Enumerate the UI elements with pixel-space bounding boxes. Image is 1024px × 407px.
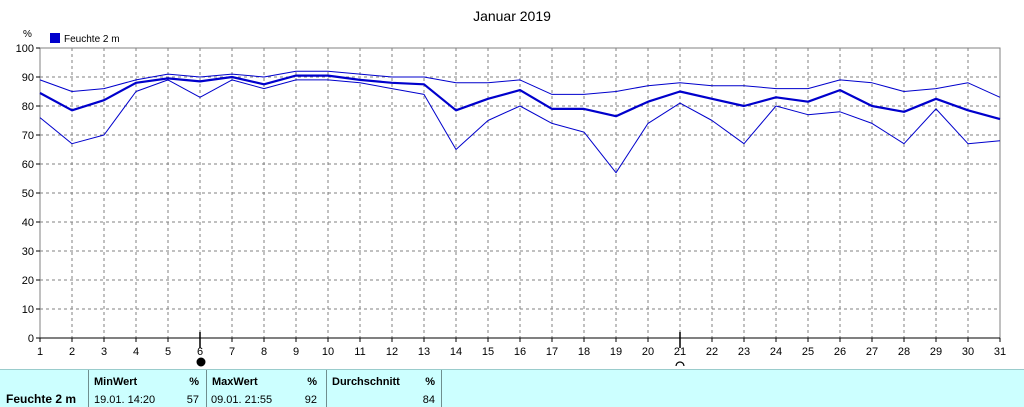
- stats-avg-column: Durchschnitt % 84: [326, 370, 441, 407]
- series-group: [39, 70, 1001, 174]
- moon-markers: [196, 332, 685, 367]
- x-tick-label: 8: [261, 346, 267, 358]
- x-tick-label: 5: [165, 346, 171, 358]
- chart-title: Januar 2019: [473, 8, 551, 24]
- x-tick-label: 28: [898, 346, 910, 358]
- y-tick-label: 90: [22, 72, 34, 84]
- y-tick-label: 20: [22, 275, 34, 287]
- series-line-mean: [39, 74, 1001, 121]
- humidity-chart: Januar 2019 % Feuchte 2 m 0 10 20 30 40 50 60 7…: [16, 8, 1006, 367]
- x-tick-label: 30: [962, 346, 974, 358]
- y-tick-label: 40: [22, 217, 34, 229]
- x-tick-label: 14: [450, 346, 462, 358]
- stats-bar: Feuchte 2 m MinWert % 19.01. 14:20 57 Ma…: [0, 369, 1024, 407]
- y-tick-label: 100: [16, 43, 34, 55]
- stats-min-column: MinWert % 19.01. 14:20 57: [88, 370, 205, 407]
- stats-sensor-name: Feuchte 2 m: [6, 392, 77, 406]
- x-tick-label: 24: [770, 346, 782, 358]
- x-tick-label: 25: [802, 346, 814, 358]
- x-tick-label: 6: [197, 346, 203, 358]
- stats-avg-header: Durchschnitt: [332, 376, 400, 388]
- x-tick-label: 9: [293, 346, 299, 358]
- x-tick-label: 10: [322, 346, 334, 358]
- legend-label: Feuchte 2 m: [64, 34, 120, 45]
- y-axis-unit: %: [23, 29, 32, 40]
- y-tick-label: 30: [22, 246, 34, 258]
- x-tick-label: 23: [738, 346, 750, 358]
- x-tick-label: 27: [866, 346, 878, 358]
- x-tick-label: 1: [37, 346, 43, 358]
- y-tick-label: 50: [22, 188, 34, 200]
- x-tick-label: 15: [482, 346, 494, 358]
- stats-min-unit: %: [189, 376, 199, 388]
- series-line-max: [39, 70, 1001, 98]
- legend-swatch: [50, 33, 60, 43]
- stats-avg-unit: %: [425, 376, 435, 388]
- x-tick-label: 20: [642, 346, 654, 358]
- x-tick-label: 7: [229, 346, 235, 358]
- x-tick-label: 2: [69, 346, 75, 358]
- new-moon-icon: [675, 361, 685, 367]
- x-tick-label: 18: [578, 346, 590, 358]
- x-tick-label: 13: [418, 346, 430, 358]
- stats-min-value: 57: [186, 394, 199, 406]
- stats-min-time: 19.01. 14:20: [94, 394, 156, 406]
- y-tick-label: 80: [22, 101, 34, 113]
- series-line-min: [39, 79, 1001, 174]
- stats-max-header: MaxWert: [212, 376, 258, 388]
- x-tick-label: 16: [514, 346, 526, 358]
- stats-avg-value: 84: [422, 394, 435, 406]
- x-tick-label: 4: [133, 346, 139, 358]
- full-moon-icon: [196, 357, 206, 367]
- grid: [40, 48, 1000, 338]
- stats-max-column: MaxWert % 09.01. 21:55 92: [206, 370, 323, 407]
- y-tick-label: 10: [22, 304, 34, 316]
- x-tick-label: 17: [546, 346, 558, 358]
- stats-min-header: MinWert: [94, 376, 138, 388]
- x-tick-label: 31: [994, 346, 1006, 358]
- stats-divider: [441, 370, 443, 407]
- x-tick-label: 3: [101, 346, 107, 358]
- x-tick-label: 21: [674, 346, 686, 358]
- x-tick-label: 12: [386, 346, 398, 358]
- x-tick-label: 19: [610, 346, 622, 358]
- stats-max-unit: %: [307, 376, 317, 388]
- x-tick-label: 29: [930, 346, 942, 358]
- y-tick-label: 0: [28, 333, 34, 345]
- y-tick-label: 70: [22, 130, 34, 142]
- x-tick-label: 26: [834, 346, 846, 358]
- stats-max-time: 09.01. 21:55: [211, 394, 273, 406]
- stats-max-value: 92: [304, 394, 317, 406]
- x-tick-label: 22: [706, 346, 718, 358]
- x-tick-label: 11: [354, 346, 365, 358]
- y-tick-label: 60: [22, 159, 34, 171]
